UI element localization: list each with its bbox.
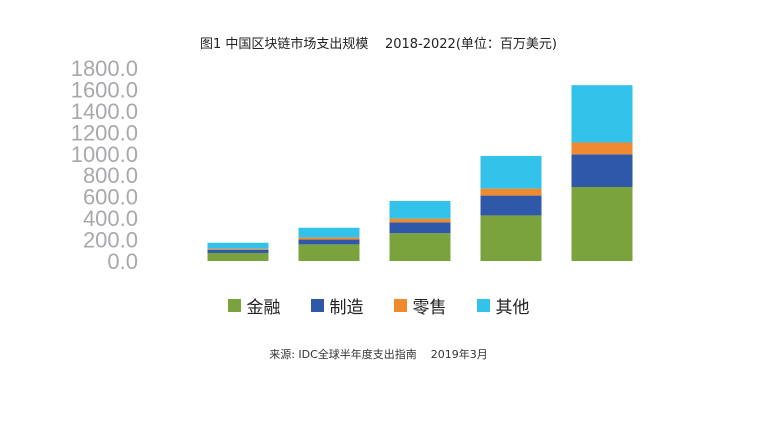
bar-segment <box>571 187 633 261</box>
legend-item: 零售 <box>393 293 447 318</box>
legend-item: 制造 <box>310 293 364 318</box>
legend-label: 金融 <box>246 298 281 318</box>
y-tick-label: 1600.0 <box>71 77 138 102</box>
bar-segment <box>389 200 451 219</box>
bar-group <box>207 85 633 261</box>
y-tick-label: 1400.0 <box>71 99 138 124</box>
bar-segment <box>207 249 269 253</box>
legend-swatch <box>227 299 241 312</box>
bar-segment <box>298 239 360 245</box>
y-tick-label: 1200.0 <box>71 120 138 145</box>
y-tick-label: 1800.0 <box>71 56 138 81</box>
stacked-bar-chart: 0.0200.0400.0600.0800.01000.01200.01400.… <box>71 56 633 274</box>
bar-segment <box>298 237 360 240</box>
bar-segment <box>480 188 542 196</box>
source-note: 来源: IDC全球半年度支出指南 2019年3月 <box>269 348 488 361</box>
y-axis: 0.0200.0400.0600.0800.01000.01200.01400.… <box>71 56 138 274</box>
y-tick-label: 0.0 <box>107 249 138 274</box>
chart-title: 图1 中国区块链市场支出规模 2018-2022(单位：百万美元) <box>200 37 557 52</box>
y-tick-label: 200.0 <box>83 228 138 253</box>
bar-segment <box>207 242 269 249</box>
y-tick-label: 1000.0 <box>71 142 138 167</box>
y-tick-label: 600.0 <box>83 185 138 210</box>
legend-swatch <box>310 299 324 312</box>
legend-item: 金融 <box>227 293 281 318</box>
y-tick-label: 400.0 <box>83 206 138 231</box>
legend-label: 零售 <box>412 298 447 318</box>
bar-segment <box>480 195 542 216</box>
y-tick-label: 800.0 <box>83 163 138 188</box>
bar-segment <box>298 244 360 261</box>
bar-segment <box>389 218 451 223</box>
bar-segment <box>298 227 360 238</box>
legend-swatch <box>476 299 490 312</box>
bar-segment <box>571 85 633 143</box>
legend-item: 其他 <box>476 293 530 318</box>
legend-label: 制造 <box>329 298 364 318</box>
bar-segment <box>207 248 269 250</box>
bar-segment <box>571 154 633 188</box>
legend-label: 其他 <box>495 298 530 318</box>
bar-segment <box>207 252 269 261</box>
bar-segment <box>571 142 633 155</box>
bar-segment <box>480 155 542 189</box>
bar-segment <box>389 222 451 234</box>
bar-segment <box>480 215 542 261</box>
legend-swatch <box>393 299 407 312</box>
bar-segment <box>389 233 451 261</box>
legend: 金融 制造 零售 其他 <box>0 293 757 318</box>
